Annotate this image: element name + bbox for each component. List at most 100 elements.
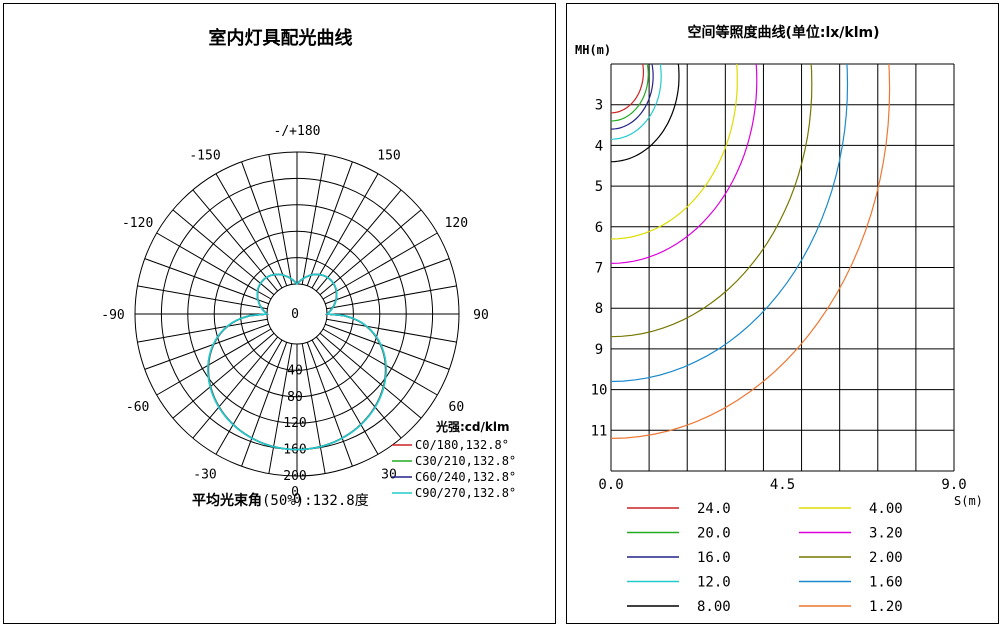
isolux-legend-label: 1.20 [869,599,903,615]
polar-radial-tick-label: 40 [287,363,303,378]
polar-series-curve [207,273,387,451]
polar-spoke [322,328,438,396]
isolux-y-tick-label: 5 [595,179,603,195]
isolux-chart-title: 空间等照度曲线(单位:lx/klm) [687,25,880,41]
polar-angle-label: -60 [126,400,149,415]
isolux-legend-label: 4.00 [869,501,903,517]
polar-angle-label-bottom: 0 [291,485,299,500]
isolux-chart-panel: 空间等照度曲线(单位:lx/klm) MH(m) 3 4 5 6 7 8 9 10 11 0.0 4.… [566,3,999,624]
polar-spoke [137,318,268,343]
isolux-y-tick-label: 9 [595,342,603,358]
polar-spoke [311,339,379,455]
isolux-curve [611,64,654,130]
isolux-curve [611,64,738,240]
isolux-curves [611,64,891,439]
polar-spoke [268,154,293,285]
polar-spoke [156,232,272,300]
polar-spoke [326,285,457,310]
polar-spoke [301,343,326,474]
polar-spoke [326,318,457,343]
isolux-legend-label: 16.0 [697,550,731,566]
isolux-curve [611,64,649,122]
isolux-chart-svg: MH(m) 3 4 5 6 7 8 9 10 11 0.0 4.5 9.0S(m) 24.0 20.0 16.… [575,43,983,615]
polar-spoke [172,332,275,419]
isolux-grid [610,63,955,472]
isolux-x-tick-label: 9.0 [941,477,966,493]
polar-spoke [192,336,279,439]
polar-angle-label: 120 [445,216,468,231]
isolux-legend-label: 3.20 [869,526,903,542]
isolux-legend-label: 24.0 [697,501,731,517]
polar-spoke [306,342,353,467]
polar-legend-label: C60/240,132.8° [415,470,516,484]
polar-angle-label: -120 [122,216,153,231]
polar-spoke [192,189,279,292]
polar-radial-tick-label: 80 [287,390,303,405]
polar-spoke [215,339,283,455]
polar-spoke [319,209,422,296]
polar-angle-label: 90 [473,308,489,323]
polar-spoke [301,154,326,285]
avg-beam-angle-annotation: 平均光束角(50%):132.8度 [192,492,369,509]
polar-spoke [311,173,379,289]
isolux-legend-label: 20.0 [697,526,731,542]
isolux-y-tick-label: 8 [595,301,603,317]
isolux-x-tick-label: 4.5 [770,477,795,493]
polar-angle-label: 150 [377,149,400,164]
isolux-legend-label: 2.00 [869,550,903,566]
isolux-legend-label: 8.00 [697,599,731,615]
isolux-y-tick-label: 4 [595,138,603,154]
isolux-y-tick-label: 10 [591,383,608,399]
polar-grid [134,151,460,477]
polar-spoke [144,258,269,305]
polar-angle-label: 30 [381,467,397,482]
polar-spoke [241,342,288,467]
isolux-curve [611,64,680,163]
polar-radial-tick-label: 0 [291,307,299,322]
isolux-y-tick-label: 6 [595,220,603,236]
isolux-curve [611,64,891,439]
polar-spoke [319,332,422,419]
polar-spoke [325,258,450,305]
polar-legend-label: C90/270,132.8° [415,486,516,500]
isolux-y-tick-label: 11 [591,423,608,439]
polar-chart-title: 室内灯具配光曲线 [208,28,353,49]
isolux-legend-label: 12.0 [697,575,731,591]
polar-angle-label: 60 [449,400,465,415]
isolux-curve [611,64,758,264]
isolux-curve [611,64,644,114]
polar-spoke [215,173,283,289]
isolux-x-axis-label: S(m) [954,494,983,508]
polar-spoke [322,232,438,300]
isolux-y-tick-label: 3 [595,98,603,114]
isolux-y-axis-label: MH(m) [575,43,611,57]
polar-angle-label: 0 [293,492,301,507]
polar-angle-label: -/+180 [274,124,321,139]
polar-spoke [315,189,402,292]
polar-spoke [306,161,353,286]
polar-spoke [268,343,293,474]
polar-radial-tick-label: 200 [283,469,306,484]
polar-spoke [156,328,272,396]
polar-angle-label: -90 [101,308,124,323]
polar-chart-panel: 室内灯具配光曲线 -/+180 150 120 90 60 30 0 -30 -60 -90 -12… [3,3,556,624]
polar-spoke [241,161,288,286]
polar-chart-svg: -/+180 150 120 90 60 30 0 -30 -60 -90 -120 -150 0 40 8… [101,124,516,509]
polar-radial-tick-label: 120 [283,416,306,431]
polar-spoke [325,323,450,370]
isolux-x-tick-label: 0.0 [598,477,623,493]
polar-legend-label: C30/210,132.8° [415,454,516,468]
polar-spoke [315,336,402,439]
isolux-curve [611,64,813,338]
polar-spoke [137,285,268,310]
polar-spoke [172,209,275,296]
isolux-y-tick-label: 7 [595,261,603,277]
isolux-legend-label: 1.60 [869,575,903,591]
polar-angle-label: -30 [193,467,216,482]
intensity-unit-label: 光强:cd/klm [435,419,509,434]
polar-legend-label: C0/180,132.8° [415,438,509,452]
isolux-curve [611,64,662,140]
polar-spoke [144,323,269,370]
polar-angle-label: -150 [189,149,220,164]
isolux-curve [611,64,849,383]
